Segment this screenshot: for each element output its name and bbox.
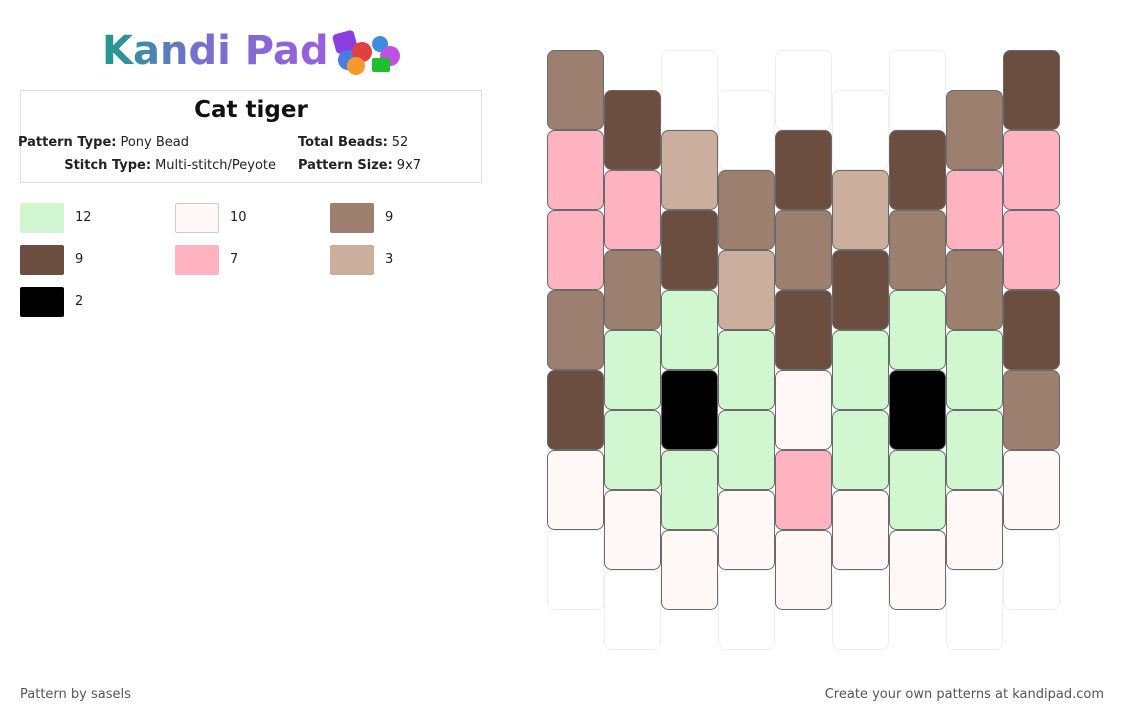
legend-count: 2 — [75, 294, 84, 309]
bead — [1003, 370, 1060, 450]
bead — [775, 210, 832, 290]
bead — [946, 250, 1003, 330]
bead — [604, 250, 661, 330]
bead — [661, 130, 718, 210]
bead — [832, 170, 889, 250]
bead — [889, 290, 946, 370]
bead — [604, 410, 661, 490]
info-row: Total Beads: 52 — [298, 135, 408, 150]
bead — [832, 490, 889, 570]
credit: Pattern by sasels — [20, 687, 131, 702]
bead — [661, 530, 718, 610]
info-label: Pattern Type: — [17, 135, 117, 150]
bead — [547, 370, 604, 450]
info-label: Total Beads: — [298, 135, 388, 150]
info-value: 52 — [391, 135, 409, 150]
bead — [775, 290, 832, 370]
bead — [889, 530, 946, 610]
empty-bead — [775, 50, 832, 130]
bead — [661, 370, 718, 450]
legend-count: 9 — [75, 252, 84, 267]
logo: Kandi Pad — [102, 28, 400, 75]
empty-bead — [661, 50, 718, 130]
bead — [775, 130, 832, 210]
bead — [832, 250, 889, 330]
bead — [832, 410, 889, 490]
info-label: Pattern Size: — [298, 158, 393, 173]
bead — [547, 210, 604, 290]
empty-bead — [946, 570, 1003, 650]
bead — [889, 370, 946, 450]
info-row: Pattern Size: 9x7 — [298, 158, 421, 173]
legend-swatch — [20, 203, 64, 233]
bead — [547, 290, 604, 370]
bead — [832, 330, 889, 410]
logo-text: Kandi Pad — [102, 28, 329, 74]
bead — [775, 530, 832, 610]
info-value: 9x7 — [396, 158, 422, 173]
bead — [1003, 50, 1060, 130]
bead — [1003, 290, 1060, 370]
bead — [661, 290, 718, 370]
bead — [604, 170, 661, 250]
bead — [547, 450, 604, 530]
legend-count: 3 — [385, 252, 394, 267]
bead — [718, 250, 775, 330]
legend-count: 9 — [385, 210, 394, 225]
bead — [604, 330, 661, 410]
bead — [661, 210, 718, 290]
legend: 12 10 9 9 7 3 2 — [20, 203, 500, 333]
bead — [547, 130, 604, 210]
empty-bead — [604, 570, 661, 650]
pattern-title: Cat tiger — [194, 97, 308, 123]
promo-link[interactable]: Create your own patterns at kandipad.com — [824, 687, 1104, 702]
legend-count: 7 — [230, 252, 239, 267]
info-value: Multi-stitch/Peyote — [155, 158, 276, 173]
empty-bead — [1003, 530, 1060, 610]
info-label: Stitch Type: — [64, 158, 152, 173]
bead — [775, 370, 832, 450]
bead — [718, 410, 775, 490]
logo-icon — [332, 30, 400, 75]
bead — [946, 490, 1003, 570]
legend-swatch — [330, 245, 374, 275]
bead — [661, 450, 718, 530]
empty-bead — [718, 90, 775, 170]
bead — [604, 90, 661, 170]
info-box: Cat tiger Pattern Type: Pony Bead Total B… — [18, 90, 482, 183]
empty-bead — [718, 570, 775, 650]
bead — [1003, 450, 1060, 530]
bead — [1003, 130, 1060, 210]
bead — [718, 330, 775, 410]
empty-bead — [547, 530, 604, 610]
empty-bead — [832, 90, 889, 170]
info-value: Pony Bead — [120, 135, 189, 150]
bead — [946, 410, 1003, 490]
bead — [889, 210, 946, 290]
bead-grid — [547, 50, 1060, 650]
bead — [775, 450, 832, 530]
bead — [718, 490, 775, 570]
bead — [946, 90, 1003, 170]
empty-bead — [889, 50, 946, 130]
bead — [604, 490, 661, 570]
legend-swatch — [175, 245, 219, 275]
bead — [946, 330, 1003, 410]
bead — [889, 450, 946, 530]
legend-swatch — [330, 203, 374, 233]
info-row: Stitch Type: Multi-stitch/Peyote — [64, 158, 276, 173]
bead — [547, 50, 604, 130]
bead — [946, 170, 1003, 250]
empty-bead — [832, 570, 889, 650]
legend-swatch — [175, 203, 219, 233]
bead — [889, 130, 946, 210]
legend-count: 12 — [75, 210, 92, 225]
bead — [1003, 210, 1060, 290]
legend-swatch — [20, 287, 64, 317]
info-row: Pattern Type: Pony Bead — [18, 135, 189, 150]
legend-count: 10 — [230, 210, 247, 225]
legend-swatch — [20, 245, 64, 275]
bead — [718, 170, 775, 250]
